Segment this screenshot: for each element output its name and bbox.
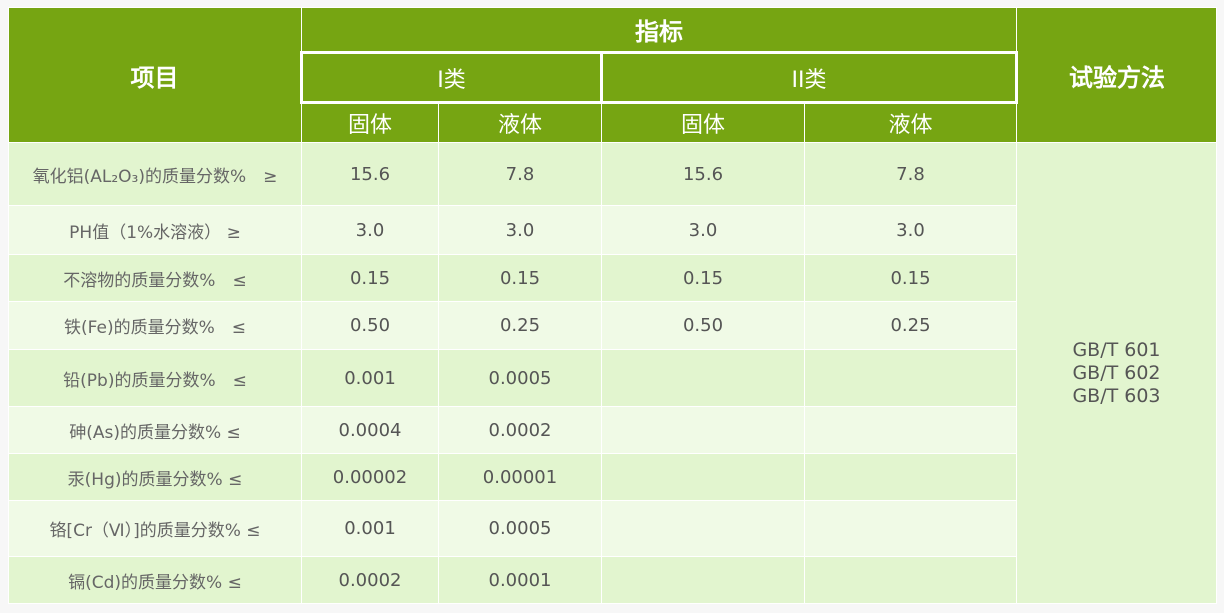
header-solid: 固体: [601, 102, 805, 143]
row-value: [601, 453, 805, 501]
row-label: 镉(Cd)的质量分数% ≤: [8, 556, 302, 604]
row-value: [804, 349, 1017, 407]
table-row: 砷(As)的质量分数% ≤0.0004 0.0002: [8, 406, 1217, 454]
row-value: 0.25: [438, 301, 602, 350]
row-value: [804, 406, 1017, 454]
table-row: 铅(Pb)的质量分数% ≤0.001 0.0005: [8, 349, 1217, 407]
table-row: 不溶物的质量分数% ≤0.15 0.15 0.15 0.15: [8, 254, 1217, 302]
row-value: 15.6: [301, 142, 439, 206]
row-value: 7.8: [438, 142, 602, 206]
row-value: [601, 349, 805, 407]
test-method-cell: GB/T 601 GB/T 602 GB/T 603: [1016, 142, 1217, 604]
header-method: 试验方法: [1016, 7, 1217, 143]
row-label: 不溶物的质量分数% ≤: [8, 254, 302, 302]
row-label: 铁(Fe)的质量分数% ≤: [8, 301, 302, 350]
row-value: 0.15: [804, 254, 1017, 302]
header-class1: I类: [300, 51, 603, 104]
row-value: 3.0: [601, 205, 805, 255]
table-row: PH值（1%水溶液） ≥3.0 3.0 3.0 3.0: [8, 205, 1217, 255]
row-value: 0.0002: [438, 406, 602, 454]
row-value: 0.15: [438, 254, 602, 302]
row-value: [601, 500, 805, 557]
method: GB/T 601: [1072, 338, 1161, 361]
row-value: 0.50: [601, 301, 805, 350]
row-label: 氧化铝(AL₂O₃)的质量分数% ≥: [8, 142, 302, 206]
method: GB/T 603: [1072, 384, 1161, 407]
method: GB/T 602: [1072, 361, 1161, 384]
row-value: 0.0004: [301, 406, 439, 454]
row-value: 0.15: [301, 254, 439, 302]
row-value: 0.0005: [438, 349, 602, 407]
header-indicator: 指标: [301, 7, 1017, 53]
row-value: [601, 556, 805, 604]
row-value: [601, 406, 805, 454]
header-liquid: 液体: [438, 102, 602, 143]
row-label: PH值（1%水溶液） ≥: [8, 205, 302, 255]
row-value: 3.0: [301, 205, 439, 255]
table-row: 铁(Fe)的质量分数% ≤0.50 0.25 0.50 0.25: [8, 301, 1217, 350]
header-class2: II类: [600, 51, 1018, 104]
row-value: [804, 453, 1017, 501]
table-row: 铬[Cr（Ⅵ）]的质量分数% ≤0.001 0.0005: [8, 500, 1217, 557]
row-value: 0.0001: [438, 556, 602, 604]
row-value: 7.8: [804, 142, 1017, 206]
row-value: [804, 500, 1017, 557]
row-label: 砷(As)的质量分数% ≤: [8, 406, 302, 454]
table-row: 镉(Cd)的质量分数% ≤0.0002 0.0001: [8, 556, 1217, 604]
row-value: 0.50: [301, 301, 439, 350]
row-value: 0.15: [601, 254, 805, 302]
row-value: 0.0002: [301, 556, 439, 604]
row-value: 15.6: [601, 142, 805, 206]
header-liquid: 液体: [804, 102, 1017, 143]
row-label: 铅(Pb)的质量分数% ≤: [8, 349, 302, 407]
header-solid: 固体: [301, 102, 439, 143]
row-value: 3.0: [804, 205, 1017, 255]
header-item: 项目: [8, 7, 302, 143]
row-value: 0.00001: [438, 453, 602, 501]
row-value: 0.0005: [438, 500, 602, 557]
row-value: [804, 556, 1017, 604]
row-value: 3.0: [438, 205, 602, 255]
spec-table: 项目 指标 试验方法 I类 II类 固体 液体 固体 液体 氧化铝(AL₂O₃)…: [8, 7, 1217, 604]
row-value: 0.25: [804, 301, 1017, 350]
row-value: 0.001: [301, 500, 439, 557]
table-row: 汞(Hg)的质量分数% ≤0.00002 0.00001: [8, 453, 1217, 501]
row-label: 汞(Hg)的质量分数% ≤: [8, 453, 302, 501]
table-row: 氧化铝(AL₂O₃)的质量分数% ≥15.6 7.8 15.6 7.8 GB/T 601…: [8, 142, 1217, 604]
row-value: 0.00002: [301, 453, 439, 501]
row-label: 铬[Cr（Ⅵ）]的质量分数% ≤: [8, 500, 302, 557]
row-value: 0.001: [301, 349, 439, 407]
